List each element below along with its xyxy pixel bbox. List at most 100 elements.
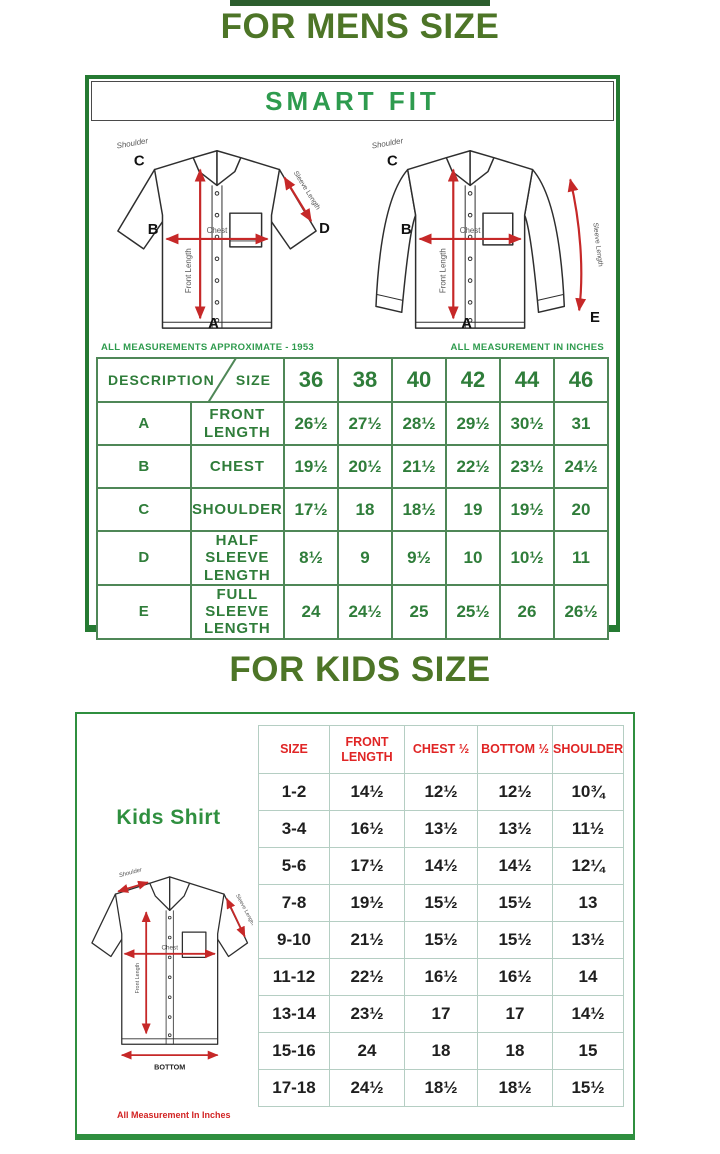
bottom-label: BOTTOM [154,1063,185,1072]
kids-shirt-diagram: Shoulder Sleeve Length Chest Front Lengt… [91,867,256,1072]
size-value: 25 [391,583,447,640]
size-value: 31 [553,401,609,446]
size-value: 15½ [404,884,478,922]
size-value: 22½ [445,444,501,489]
size-range: 3-4 [258,810,330,848]
size-value: 29½ [445,401,501,446]
sleeve-length-label: Sleeve Length [591,222,603,267]
mens-shirt-diagrams: A B C D Chest Front Length Shoulder Slee… [89,121,616,348]
chest-label: Chest [161,944,178,951]
label-c: C [134,154,145,170]
size-value: 16½ [329,810,405,848]
corner-size-label: SIZE [235,372,271,388]
size-range: 1-2 [258,773,330,811]
size-value: 12¼ [552,847,624,885]
row-letter: E [96,583,192,640]
size-value: 12½ [404,773,478,811]
description-size-corner-cell: DESCRIPTION SIZE [96,357,285,403]
row-description: FRONT LENGTH [189,401,285,446]
size-value: 13 [552,884,624,922]
size-header: 46 [553,357,609,403]
column-header: BOTTOM ½ [477,725,553,774]
row-description: SHOULDER [189,487,285,532]
size-range: 11-12 [258,958,330,996]
size-range: 9-10 [258,921,330,959]
mens-table-row: D HALF SLEEVE LENGTH 8½ 9 9½ 10 10½ 11 [96,530,609,586]
size-value: 11½ [552,810,624,848]
size-value: 10 [445,530,501,586]
label-b: B [401,222,412,238]
size-value: 23½ [329,995,405,1033]
size-value: 17 [477,995,553,1033]
row-description: HALF SLEEVE LENGTH [189,530,285,586]
chest-label: Chest [207,226,228,235]
size-value: 30½ [499,401,555,446]
kids-table-row: 11-12 22½ 16½ 16½ 14 [258,958,624,996]
kids-table-row: 9-10 21½ 15½ 15½ 13½ [258,921,624,959]
row-description: CHEST [189,444,285,489]
kids-section-title: FOR KIDS SIZE [229,650,491,689]
size-value: 10½ [499,530,555,586]
size-value: 26½ [553,583,609,640]
mens-size-chart: SMART FIT [85,75,620,640]
kids-measurement-note: All Measurement In Inches [117,1110,231,1120]
column-header: SHOULDER [552,725,624,774]
size-value: 9 [337,530,393,586]
label-d: D [319,221,330,237]
size-value: 18 [404,1032,478,1070]
mens-table-row: A FRONT LENGTH 26½ 27½ 28½ 29½ 30½ 31 [96,401,609,446]
size-range: 17-18 [258,1069,330,1107]
kids-table-row: 3-4 16½ 13½ 13½ 11½ [258,810,624,848]
size-value: 24½ [337,583,393,640]
size-value: 19½ [329,884,405,922]
size-value: 22½ [329,958,405,996]
size-value: 10¾ [552,773,624,811]
label-a: A [461,316,472,332]
size-value: 14½ [329,773,405,811]
corner-description-label: DESCRIPTION [108,372,215,388]
mens-table-row: E FULL SLEEVE LENGTH 24 24½ 25 25½ 26 26… [96,583,609,640]
size-value: 18 [477,1032,553,1070]
kids-size-table: SIZE FRONT LENGTH CHEST ½ BOTTOM ½ SHOUL… [258,725,624,1107]
size-value: 9½ [391,530,447,586]
note-inches: ALL MEASUREMENT IN INCHES [450,342,604,353]
size-value: 18½ [477,1069,553,1107]
size-value: 18½ [404,1069,478,1107]
kids-table-row: 13-14 23½ 17 17 14½ [258,995,624,1033]
size-value: 8½ [283,530,339,586]
label-c: C [387,154,398,170]
size-range: 5-6 [258,847,330,885]
label-a: A [208,316,219,332]
shoulder-label: Shoulder [116,136,149,150]
top-banner-strip [230,0,490,6]
size-header: 44 [499,357,555,403]
column-header: SIZE [258,725,330,774]
note-approximate: ALL MEASUREMENTS APPROXIMATE - 1953 [101,342,315,353]
kids-table-row: 7-8 19½ 15½ 15½ 13 [258,884,624,922]
size-value: 28½ [391,401,447,446]
size-value: 21½ [329,921,405,959]
size-value: 16½ [404,958,478,996]
size-value: 11 [553,530,609,586]
size-value: 17 [404,995,478,1033]
label-b: B [148,222,159,238]
size-value: 18½ [391,487,447,532]
row-letter: A [96,401,192,446]
shoulder-label: Shoulder [371,136,404,150]
size-value: 14½ [404,847,478,885]
size-value: 20½ [337,444,393,489]
size-value: 24½ [329,1069,405,1107]
column-header: CHEST ½ [404,725,478,774]
size-value: 13½ [552,921,624,959]
kids-shirt-label: Kids Shirt [116,806,221,829]
size-value: 17½ [283,487,339,532]
kids-table-header-row: SIZE FRONT LENGTH CHEST ½ BOTTOM ½ SHOUL… [258,725,624,774]
row-letter: D [96,530,192,586]
size-value: 26½ [283,401,339,446]
size-value: 25½ [445,583,501,640]
size-value: 15 [552,1032,624,1070]
kids-size-chart: Kids Shirt [75,712,635,1140]
size-header: 36 [283,357,339,403]
size-header: 38 [337,357,393,403]
size-value: 27½ [337,401,393,446]
